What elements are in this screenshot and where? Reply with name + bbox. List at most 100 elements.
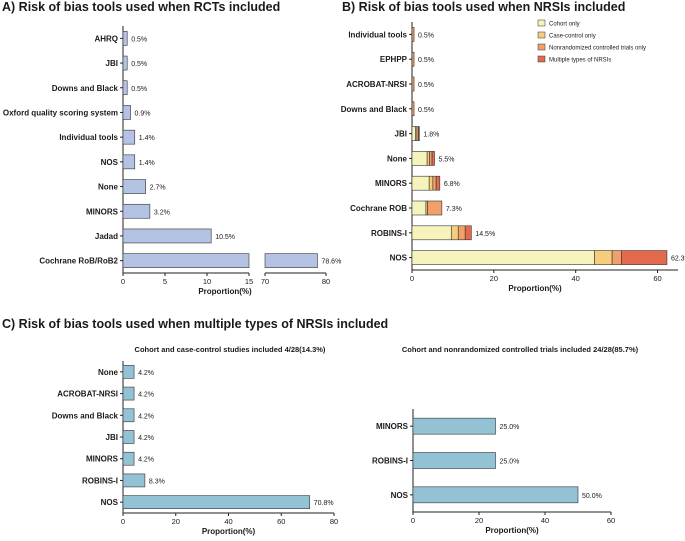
bar-segment: [411, 51, 415, 67]
bar: [122, 408, 135, 423]
value-label: 4.2%: [138, 370, 154, 377]
x-tick-label: 60: [653, 274, 661, 283]
value-label: 0.5%: [418, 57, 434, 64]
panel-c-title: C) Risk of bias tools used when multiple…: [2, 317, 388, 331]
bar-segment: [411, 200, 427, 216]
legend-swatch: [537, 31, 546, 39]
bar-segment: [457, 225, 466, 241]
value-label: 0.5%: [131, 61, 147, 68]
category-label: ROBINS-I: [372, 457, 408, 466]
bar: [122, 451, 135, 466]
x-axis-label: Proportion(%): [485, 526, 539, 535]
value-label: 8.3%: [149, 478, 165, 485]
bar-segment: [411, 151, 428, 166]
category-label: Cochrane RoB/RoB2: [39, 257, 118, 266]
bar-segment: [621, 250, 668, 265]
value-label: 25.0%: [500, 459, 520, 466]
value-label: 0.5%: [418, 107, 434, 114]
x-tick-label: 0: [410, 274, 414, 283]
value-label: 1.4%: [139, 135, 155, 142]
bar-segment: [450, 225, 459, 241]
chart-title: B) Risk of bias tools used when NRSIs in…: [342, 0, 625, 14]
x-tick-label: 40: [572, 274, 580, 283]
value-label: 0.5%: [418, 82, 434, 89]
bar-segment: [611, 250, 622, 265]
value-label: 50.0%: [582, 493, 602, 500]
bar: [122, 386, 135, 401]
bar-broken-segment: [264, 253, 318, 268]
bar-segment: [411, 27, 415, 42]
bar-segment: [594, 250, 613, 265]
category-label: EPHPP: [380, 55, 408, 64]
bar-segment: [427, 200, 443, 216]
x-tick-label: 20: [172, 517, 180, 526]
panel-a-chart: A) Risk of bias tools used when RCTs inc…: [2, 0, 341, 296]
category-label: MINORS: [376, 422, 409, 431]
category-label: JBI: [395, 130, 407, 139]
bar-segment: [411, 101, 415, 117]
x-axis-label: Proportion(%): [202, 527, 256, 536]
category-label: MINORS: [86, 207, 119, 216]
bar: [122, 154, 136, 170]
bar: [122, 31, 128, 46]
legend-label: Nonrandomized controlled trials only: [549, 46, 646, 52]
category-label: Downs and Black: [341, 105, 408, 114]
value-label: 3.2%: [154, 209, 170, 216]
bar: [122, 179, 146, 194]
value-label: 4.2%: [138, 392, 154, 399]
bar: [122, 430, 135, 444]
category-label: JBI: [106, 59, 118, 68]
x-tick-label: 0: [121, 277, 125, 286]
bar: [122, 253, 250, 268]
bar: [122, 365, 135, 379]
x-tick-label: 10: [203, 277, 211, 286]
x-tick-label: 80: [322, 277, 330, 286]
panel-c-left-chart: Cohort and case-control studies included…: [52, 345, 338, 536]
category-label: Cochrane ROB: [350, 204, 407, 213]
category-label: Individual tools: [348, 30, 407, 39]
category-label: NOS: [101, 158, 119, 167]
value-label: 62.3%: [671, 256, 685, 263]
bar-segment: [418, 126, 420, 141]
category-label: ROBINS-I: [371, 229, 407, 238]
bar-segment: [411, 175, 430, 191]
category-label: NOS: [391, 491, 409, 500]
panel-b-chart: B) Risk of bias tools used when NRSIs in…: [341, 0, 685, 293]
x-tick-label: 80: [330, 517, 338, 526]
x-tick-label: 40: [224, 517, 232, 526]
category-label: Downs and Black: [52, 84, 119, 93]
x-tick-label: 60: [607, 516, 615, 525]
value-label: 2.7%: [150, 185, 166, 192]
value-label: 4.2%: [138, 457, 154, 464]
bar: [122, 203, 151, 219]
bar-segment: [435, 175, 441, 191]
bar: [122, 228, 212, 244]
value-label: 1.4%: [139, 160, 155, 167]
value-label: 70.8%: [314, 500, 334, 507]
chart-title: A) Risk of bias tools used when RCTs inc…: [2, 0, 280, 14]
category-label: Jadad: [95, 232, 118, 241]
value-label: 10.5%: [215, 234, 235, 241]
bar-segment: [429, 151, 433, 166]
chart-title: Cohort and nonrandomized controlled tria…: [402, 345, 639, 354]
legend-label: Case-control only: [549, 34, 596, 40]
category-label: JBI: [106, 433, 118, 442]
category-label: None: [387, 154, 408, 163]
x-tick-label: 20: [490, 274, 498, 283]
category-label: Downs and Black: [52, 411, 119, 420]
x-tick-label: 0: [411, 516, 415, 525]
x-tick-label: 40: [541, 516, 549, 525]
x-tick-label: 5: [163, 277, 167, 286]
bar-segment: [464, 225, 472, 241]
value-label: 0.5%: [418, 32, 434, 39]
category-label: None: [98, 183, 119, 192]
category-label: Individual tools: [59, 133, 118, 142]
value-label: 1.8%: [423, 132, 439, 139]
bar: [412, 486, 579, 504]
bar: [122, 473, 146, 488]
category-label: NOS: [101, 498, 119, 507]
bar: [412, 417, 496, 435]
category-label: None: [98, 368, 119, 377]
legend-swatch: [537, 43, 546, 51]
category-label: MINORS: [86, 455, 119, 464]
